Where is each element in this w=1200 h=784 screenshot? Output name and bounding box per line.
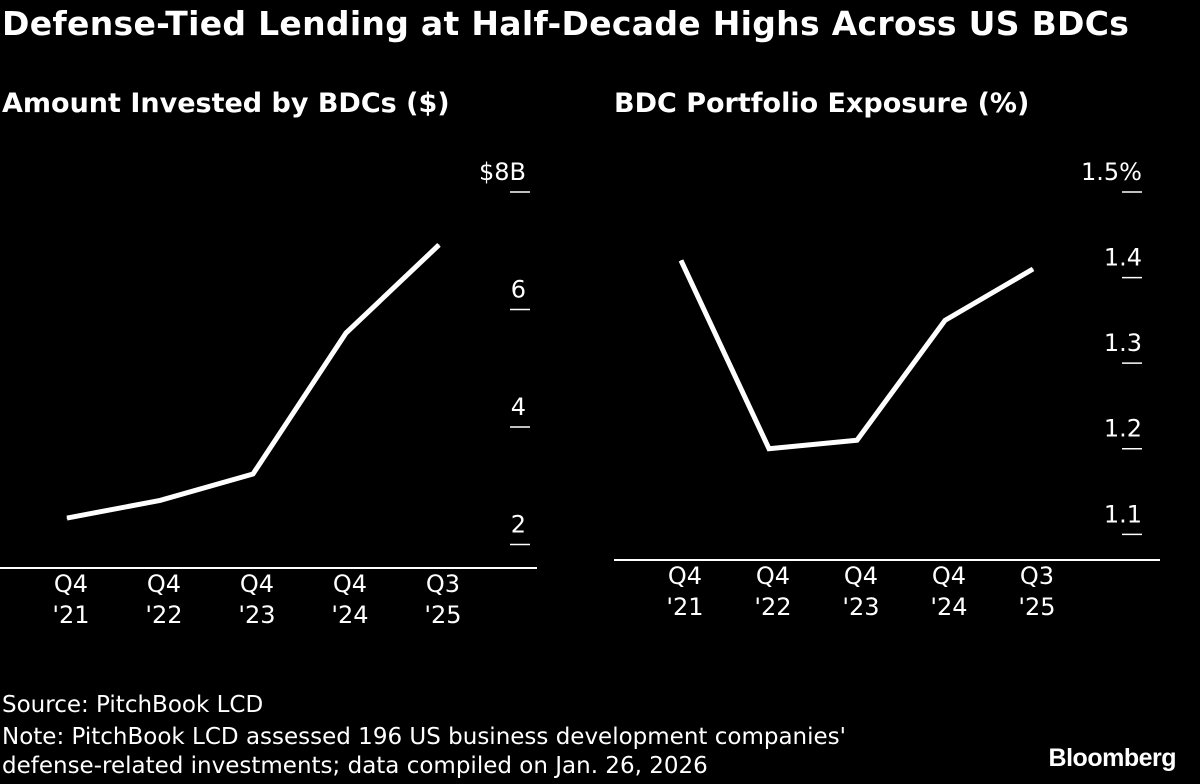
note-line-1: Note: PitchBook LCD assessed 196 US busi…: [2, 724, 846, 750]
y-tick-label: 1.5%: [1081, 158, 1142, 186]
portfolio-exposure-chart: 1.1 1.2 1.3 1.4 1.5% Q4 '21 Q4 '22 Q4 '23 Q4 '24 Q3 '2…: [614, 158, 1160, 621]
bloomberg-logo: Bloomberg: [1048, 744, 1177, 772]
x-tick-label: '22: [145, 601, 182, 629]
data-point: [944, 319, 946, 321]
data-point: [856, 439, 858, 441]
x-tick-label: Q3: [1020, 562, 1054, 590]
x-tick-label: Q4: [932, 562, 966, 590]
chart-title: Defense-Tied Lending at Half-Decade High…: [2, 4, 1130, 43]
amount-invested-chart: 2 4 6 $8B Q4 '21 Q4 '22 Q4 '23 Q4 '24 Q3 '25: [0, 158, 537, 629]
data-point: [1032, 268, 1034, 270]
y-tick-label: 6: [511, 276, 526, 304]
y-tick-label: 2: [511, 511, 526, 539]
left-chart-subtitle: Amount Invested by BDCs ($): [2, 88, 450, 119]
x-tick-label: '23: [842, 593, 879, 621]
data-point: [438, 244, 440, 246]
y-tick-label: 1.2: [1104, 415, 1142, 443]
y-tick-label: 1.3: [1104, 329, 1142, 357]
series-line: [678, 259, 1035, 452]
x-tick-label: Q4: [756, 562, 790, 590]
data-point: [66, 517, 68, 519]
data-point: [159, 499, 161, 501]
x-tick-label: '24: [930, 593, 967, 621]
source-note: Source: PitchBook LCD: [2, 692, 264, 718]
x-tick-label: Q4: [147, 570, 181, 598]
data-point: [252, 473, 254, 475]
x-tick-label: '21: [52, 601, 89, 629]
y-tick-label: $8B: [479, 158, 526, 186]
note-line-2: defense-related investments; data compil…: [2, 753, 708, 779]
right-chart-subtitle: BDC Portfolio Exposure (%): [614, 88, 1030, 119]
x-tick-label: Q4: [54, 570, 88, 598]
x-tick-label: '21: [666, 593, 703, 621]
x-tick-label: Q4: [844, 562, 878, 590]
x-tick-label: '25: [1018, 593, 1055, 621]
x-tick-label: Q4: [333, 570, 367, 598]
y-tick-label: 1.4: [1104, 244, 1142, 272]
y-tick-label: 1.1: [1104, 500, 1142, 528]
x-tick-label: '22: [754, 593, 791, 621]
data-point: [768, 448, 770, 450]
data-point: [680, 259, 682, 261]
x-tick-label: Q3: [426, 570, 460, 598]
x-tick-label: Q4: [668, 562, 702, 590]
x-tick-label: '24: [331, 601, 368, 629]
y-tick-label: 4: [511, 393, 526, 421]
x-tick-label: Q4: [240, 570, 274, 598]
x-tick-label: '23: [238, 601, 275, 629]
x-tick-label: '25: [424, 601, 461, 629]
data-point: [345, 332, 347, 334]
